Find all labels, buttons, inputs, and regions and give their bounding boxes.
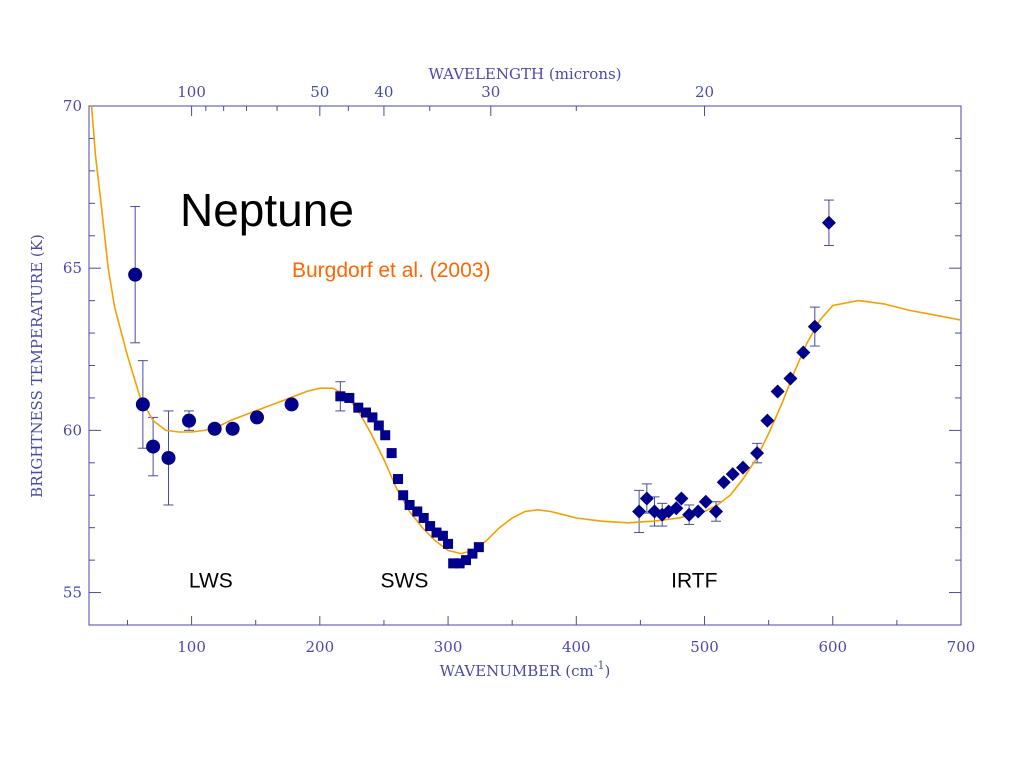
top-axis-title: WAVELENGTH (microns) bbox=[428, 65, 621, 83]
instrument-label-lws: LWS bbox=[189, 570, 233, 593]
sws-point bbox=[373, 420, 384, 431]
model-legend-label: Burgdorf et al. (2003) bbox=[292, 259, 490, 282]
y-tick-label: 70 bbox=[63, 97, 82, 115]
y-tick-label: 65 bbox=[63, 259, 82, 277]
lws-point bbox=[146, 439, 161, 454]
x-axis-title-tail: ) bbox=[605, 662, 611, 680]
irtf-point bbox=[750, 446, 765, 461]
irtf-point bbox=[770, 384, 785, 399]
chart-title: Neptune bbox=[180, 184, 354, 236]
sws-point bbox=[353, 402, 364, 413]
sws-point bbox=[425, 521, 436, 532]
irtf-point bbox=[674, 491, 689, 506]
lws-point bbox=[135, 397, 150, 412]
sws-point bbox=[448, 558, 459, 569]
irtf-point bbox=[639, 491, 654, 506]
irtf-point bbox=[691, 504, 706, 519]
irtf-point bbox=[807, 319, 822, 334]
instrument-label-sws: SWS bbox=[381, 570, 429, 593]
y-tick-label: 60 bbox=[63, 421, 82, 439]
instrument-labels: LWS SWS IRTF bbox=[189, 570, 718, 593]
top-tick-label: 100 bbox=[177, 83, 206, 101]
x-tick-label: 100 bbox=[177, 638, 206, 656]
sws-point bbox=[461, 555, 472, 566]
sws-point bbox=[393, 474, 404, 485]
axis-ticks: 100 200 300 400 500 600 700 55 60 65 70 100 50 40 30 20 bbox=[63, 83, 975, 656]
sws-point bbox=[473, 542, 484, 553]
x-axis-title-exponent: -1 bbox=[594, 659, 605, 672]
lws-point bbox=[128, 267, 143, 282]
x-tick-label: 300 bbox=[434, 638, 463, 656]
lws-point bbox=[249, 410, 264, 425]
y-tick-label: 55 bbox=[63, 584, 82, 602]
x-tick-label: 200 bbox=[306, 638, 335, 656]
instrument-label-irtf: IRTF bbox=[671, 570, 717, 593]
sws-point bbox=[454, 558, 465, 569]
top-tick-label: 50 bbox=[310, 83, 329, 101]
sws-point bbox=[367, 412, 378, 423]
sws-point bbox=[443, 538, 454, 549]
y-axis-title: BRIGHTNESS TEMPERATURE (K) bbox=[28, 234, 46, 498]
x-tick-label: 400 bbox=[562, 638, 591, 656]
sws-point bbox=[398, 490, 409, 501]
irtf-point bbox=[760, 413, 775, 428]
lws-point bbox=[182, 413, 197, 428]
lws-point bbox=[207, 421, 222, 436]
x-axis-title-main: WAVENUMBER (cm bbox=[440, 662, 594, 680]
x-tick-label: 500 bbox=[690, 638, 719, 656]
sws-point bbox=[380, 430, 391, 441]
sws-point bbox=[344, 392, 355, 403]
irtf-point bbox=[698, 494, 713, 509]
top-tick-label: 20 bbox=[695, 83, 714, 101]
sws-point bbox=[335, 391, 346, 402]
sws-point bbox=[404, 499, 415, 510]
sws-point bbox=[360, 407, 371, 418]
irtf-point bbox=[709, 504, 724, 519]
sws-point bbox=[437, 530, 448, 541]
top-tick-label: 40 bbox=[374, 83, 393, 101]
irtf-point bbox=[655, 507, 670, 522]
lws-point bbox=[161, 450, 176, 465]
irtf-point bbox=[632, 504, 647, 519]
irtf-point bbox=[783, 371, 798, 386]
lws-point bbox=[284, 397, 299, 412]
model-curve bbox=[90, 105, 961, 555]
irtf-point bbox=[669, 501, 684, 516]
irtf-point bbox=[821, 215, 836, 230]
irtf-point bbox=[796, 345, 811, 360]
x-tick-label: 600 bbox=[818, 638, 847, 656]
top-tick-label: 30 bbox=[481, 83, 500, 101]
sws-point bbox=[412, 506, 423, 517]
x-tick-label: 700 bbox=[947, 638, 976, 656]
sws-point bbox=[386, 448, 397, 459]
irtf-point bbox=[725, 467, 740, 482]
lws-point bbox=[225, 421, 240, 436]
x-axis-title: WAVENUMBER (cm-1) bbox=[440, 659, 611, 680]
sws-point bbox=[467, 548, 478, 559]
irtf-point bbox=[682, 507, 697, 522]
sws-point bbox=[418, 512, 429, 523]
model-curve-layer bbox=[90, 105, 961, 555]
irtf-point bbox=[716, 475, 731, 490]
sws-point bbox=[431, 527, 442, 538]
data-points bbox=[128, 215, 836, 569]
irtf-point bbox=[736, 460, 750, 475]
